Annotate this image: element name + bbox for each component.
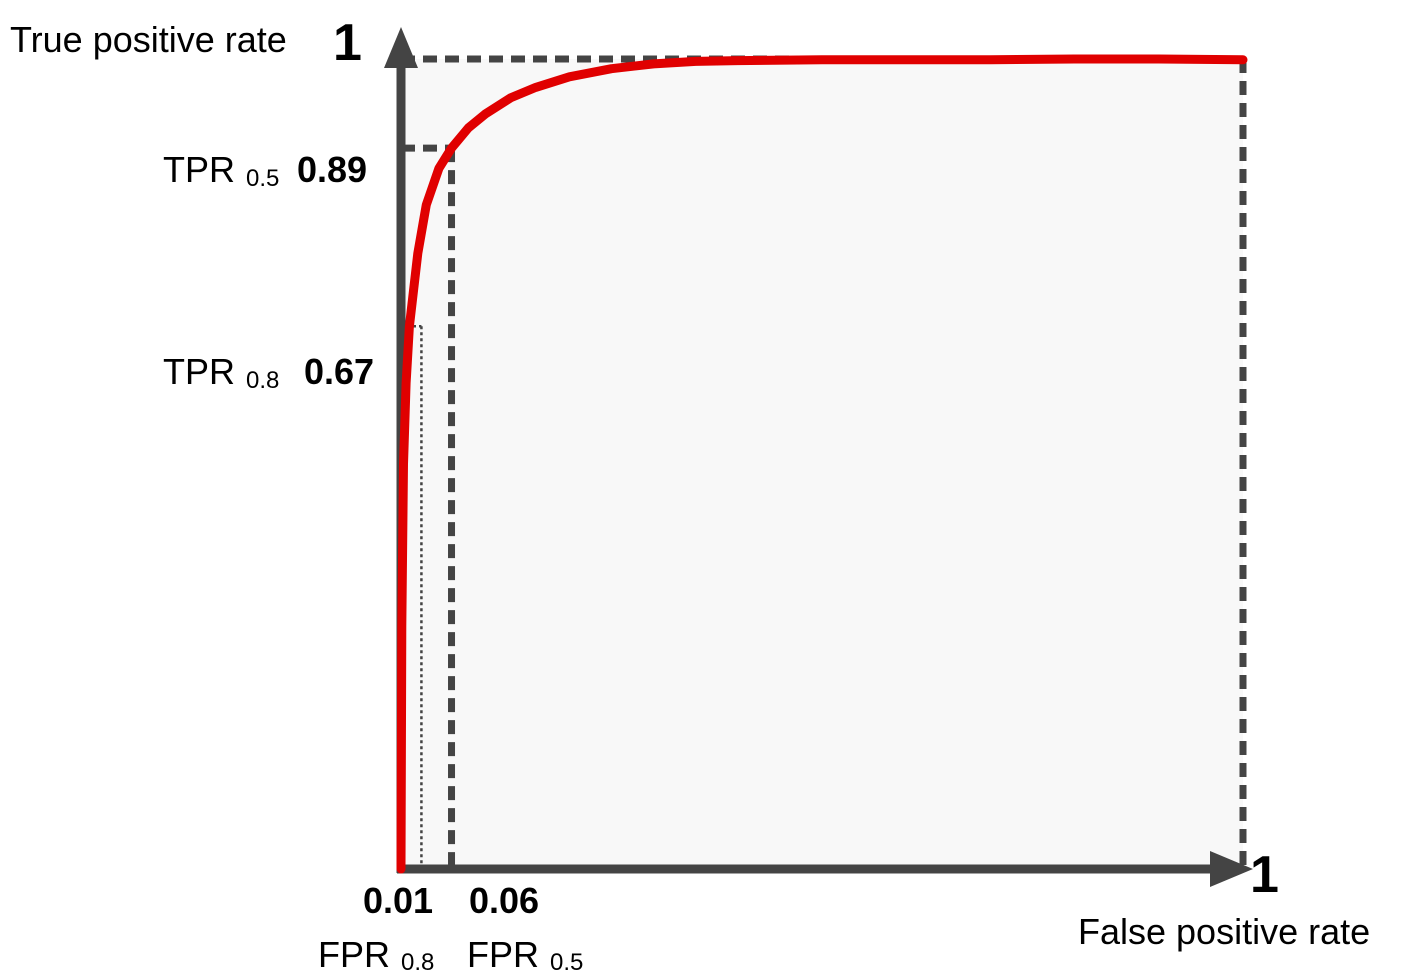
x-axis-max-label: 1 (1250, 846, 1279, 904)
x-axis-label: False positive rate (1078, 911, 1370, 952)
y-axis-max-label: 1 (333, 14, 362, 72)
fpr-08-subscript: 0.8 (401, 949, 434, 976)
tpr-05-value: 0.89 (297, 149, 367, 190)
y-axis-label: True positive rate (10, 19, 287, 60)
tpr-08-subscript: 0.8 (246, 367, 279, 394)
fpr-05-value: 0.06 (469, 880, 539, 921)
fpr-05-subscript: 0.5 (550, 949, 583, 976)
tpr-05-label: TPR (163, 149, 235, 190)
plot-background (401, 59, 1243, 869)
tpr-08-label: TPR (163, 351, 235, 392)
x-axis-arrow (1210, 851, 1253, 887)
tpr-08-value: 0.67 (304, 351, 374, 392)
fpr-05-label: FPR (467, 934, 539, 975)
fpr-08-label: FPR (318, 934, 390, 975)
roc-curve-line (396, 54, 1248, 874)
tpr-05-subscript: 0.5 (246, 165, 279, 192)
y-axis-arrow (384, 27, 418, 68)
fpr-08-value: 0.01 (363, 880, 433, 921)
